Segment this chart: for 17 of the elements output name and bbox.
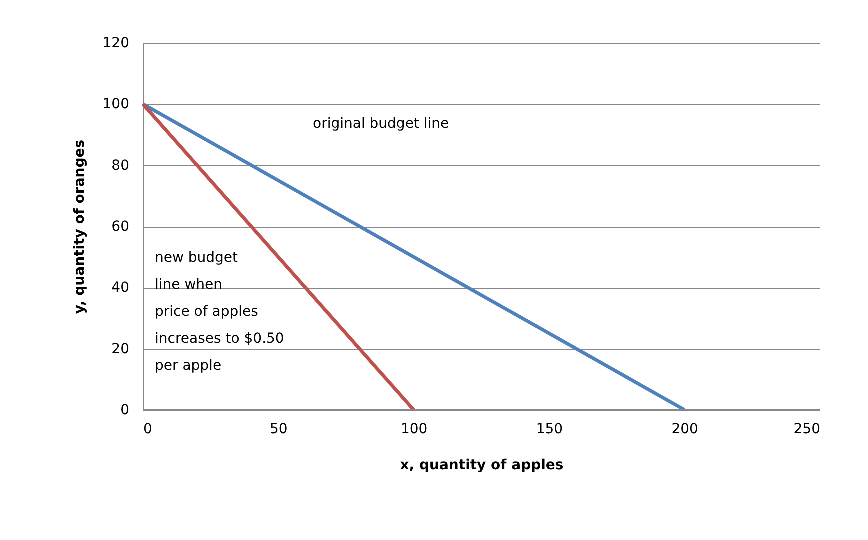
x-tick-label: 200	[672, 422, 698, 438]
y-tick-label: 0	[120, 402, 130, 418]
x-tick-label: 50	[270, 422, 288, 438]
y-tick-label: 120	[102, 36, 130, 52]
x-tick-label: 0	[144, 422, 152, 438]
y-tick-label: 40	[112, 280, 130, 296]
y-tick-label: 60	[112, 219, 130, 235]
y-tick-label: 80	[112, 158, 130, 174]
y-tick-label: 100	[102, 96, 130, 113]
annotation: original budget line	[313, 116, 450, 132]
x-axis-title: x, quantity of apples	[400, 458, 564, 474]
annotation: new budget line when price of apples increases to $0.50 per apple	[155, 250, 284, 374]
y-axis-title: y, quantity of oranges	[72, 140, 88, 314]
x-tick-label: 150	[536, 422, 564, 438]
y-tick-label: 20	[112, 341, 130, 358]
x-tick-label: 250	[794, 422, 820, 438]
x-tick-label: 100	[400, 422, 428, 438]
